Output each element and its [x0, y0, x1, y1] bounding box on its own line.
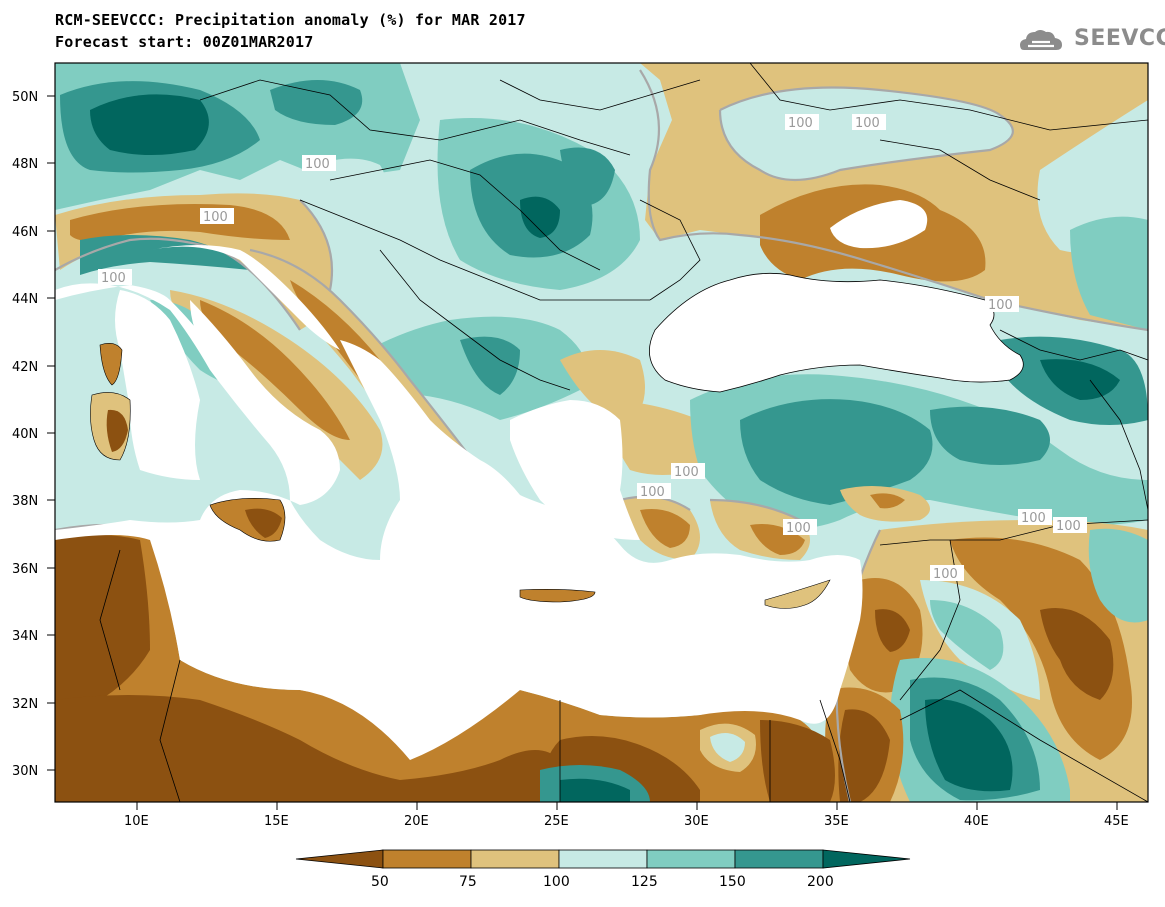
contour-label: 100: [786, 521, 811, 536]
colorbar-label: 75: [459, 874, 477, 890]
contour-label: 100: [640, 485, 665, 500]
longitude-labels: 10E 15E 20E 25E 30E 35E 40E 45E: [124, 814, 1129, 829]
lon-label: 40E: [964, 814, 989, 829]
contour-label: 100: [674, 465, 699, 480]
contour-label: 100: [1021, 511, 1046, 526]
contour-label: 100: [933, 567, 958, 582]
lat-label: 46N: [12, 225, 38, 240]
latitude-labels: 50N 48N 46N 44N 42N 40N 38N 36N 34N 32N …: [12, 90, 38, 779]
colorbar-label: 100: [543, 874, 570, 890]
contour-label: 100: [788, 116, 813, 131]
sea: [55, 245, 1024, 760]
lat-label: 30N: [12, 764, 38, 779]
lon-label: 25E: [544, 814, 569, 829]
lat-label: 42N: [12, 360, 38, 375]
colorbar-segment: [558, 849, 648, 869]
contour-label: 100: [1056, 519, 1081, 534]
contour-label: 100: [203, 210, 228, 225]
lat-label: 44N: [12, 292, 38, 307]
logo-text: SEEVCCC: [1074, 26, 1165, 51]
lat-label: 36N: [12, 562, 38, 577]
colorbar-label: 50: [371, 874, 389, 890]
lat-label: 38N: [12, 494, 38, 509]
colorbar-segment: [734, 849, 824, 869]
lon-label: 20E: [404, 814, 429, 829]
colorbar-segment: [822, 849, 911, 869]
lon-label: 15E: [264, 814, 289, 829]
lon-label: 10E: [124, 814, 149, 829]
contour-label: 100: [305, 157, 330, 172]
lat-label: 32N: [12, 697, 38, 712]
colorbar: [295, 849, 911, 869]
lat-label: 40N: [12, 427, 38, 442]
colorbar-segment: [646, 849, 736, 869]
cloud-icon: [1020, 30, 1062, 50]
contour-label: 100: [988, 298, 1013, 313]
colorbar-label: 200: [807, 874, 834, 890]
lat-label: 48N: [12, 157, 38, 172]
contour-label: 100: [855, 116, 880, 131]
contour-labels: 100 100 100 100 100 100 100 100 100 100 …: [98, 114, 1087, 582]
colorbar-segment: [470, 849, 560, 869]
lat-label: 50N: [12, 90, 38, 105]
map-title: RCM-SEEVCCC: Precipitation anomaly (%) f…: [55, 11, 526, 29]
lon-label: 45E: [1104, 814, 1129, 829]
contour-label: 100: [101, 271, 126, 286]
lat-label: 34N: [12, 629, 38, 644]
colorbar-label: 125: [631, 874, 658, 890]
colorbar-label: 150: [719, 874, 746, 890]
colorbar-segment: [295, 849, 384, 869]
colorbar-segment: [382, 849, 472, 869]
lon-label: 35E: [824, 814, 849, 829]
forecast-start-label: Forecast start: 00Z01MAR2017: [55, 33, 314, 51]
lon-label: 30E: [684, 814, 709, 829]
